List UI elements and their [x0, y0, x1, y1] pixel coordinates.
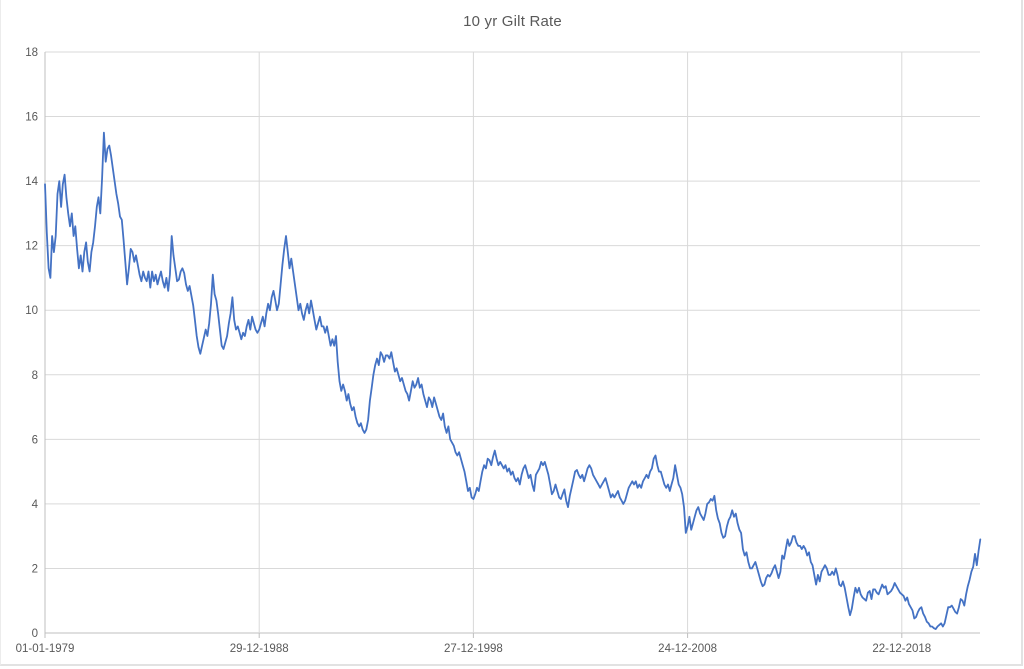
- y-axis-label: 18: [25, 47, 38, 59]
- x-axis-labels: 01-01-1979 29-12-1988 27-12-1998 24-12-2008…: [16, 643, 932, 655]
- x-axis-label: 24-12-2008: [658, 643, 717, 655]
- y-axis-label: 8: [32, 370, 38, 382]
- x-axis-label: 01-01-1979: [16, 643, 75, 655]
- y-axis-label: 4: [32, 499, 39, 511]
- y-axis-label: 6: [32, 434, 38, 446]
- chart-title: 10 yr Gilt Rate: [463, 13, 562, 30]
- y-gridlines: [45, 51, 980, 634]
- series-line-10-yr-gilt-rate: [44, 131, 982, 630]
- y-axis-label: 16: [25, 112, 38, 124]
- x-axis-label: 27-12-1998: [444, 643, 503, 655]
- y-axis-label: 2: [32, 563, 38, 575]
- y-axis-labels: 0 2 4 6 8 10 12 14 16 18: [25, 47, 38, 640]
- x-gridlines: [44, 52, 903, 638]
- y-axis-label: 12: [25, 241, 38, 253]
- x-axis-label: 22-12-2018: [872, 643, 931, 655]
- y-axis-label: 0: [32, 628, 38, 640]
- y-axis-label: 10: [25, 305, 38, 317]
- x-axis-label: 29-12-1988: [230, 643, 289, 655]
- y-axis-label: 14: [25, 176, 38, 188]
